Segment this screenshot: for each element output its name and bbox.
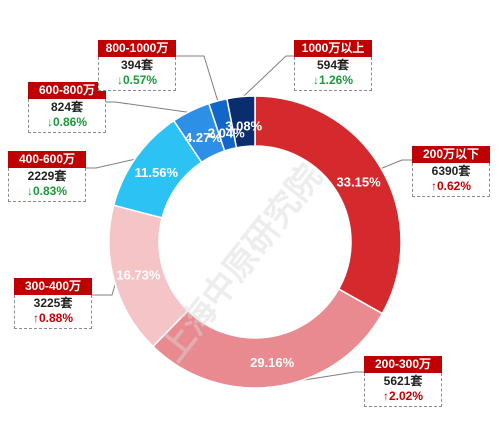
leader-line-200-below xyxy=(379,159,412,170)
callout-600-800: 600-800万 824套 ↓0.86% xyxy=(28,82,106,133)
callout-200-300: 200-300万 5621套 ↑2.02% xyxy=(364,356,442,407)
callout-body: 594套 ↓1.26% xyxy=(294,57,372,91)
leader-line-600-800 xyxy=(106,101,192,114)
callout-body: 6390套 ↑0.62% xyxy=(412,163,490,197)
callout-count: 6390套 xyxy=(431,164,471,178)
callout-range-label: 800-1000万 xyxy=(98,40,176,57)
callout-1000-plus: 1000万以上 594套 ↓1.26% xyxy=(294,40,372,91)
callout-300-400: 300-400万 3225套 ↑0.88% xyxy=(14,278,92,329)
leader-line-1000-plus xyxy=(240,55,294,100)
callout-800-1000: 800-1000万 394套 ↓0.57% xyxy=(98,40,176,91)
callout-range-label: 200-300万 xyxy=(364,356,442,373)
callout-count: 824套 xyxy=(50,100,84,114)
slice-label-800-1000: 2.04% xyxy=(208,126,245,141)
callout-range-label: 300-400万 xyxy=(14,278,92,295)
callout-body: 824套 ↓0.86% xyxy=(28,99,106,133)
callout-200-below: 200万以下 6390套 ↑0.62% xyxy=(412,146,490,197)
callout-range-label: 200万以下 xyxy=(412,146,490,163)
slice-percent-labels: 33.15% 29.16% 16.73% 11.56% 4.27%2.04%3.08% xyxy=(116,119,381,370)
slice-label-200-300: 29.16% xyxy=(250,355,295,370)
callout-body: 394套 ↓0.57% xyxy=(98,57,176,91)
callout-count: 3225套 xyxy=(33,296,73,310)
slice-label-1000-plus: 3.08% xyxy=(225,119,262,134)
callout-count: 2229套 xyxy=(27,169,67,183)
callout-change: ↑0.62% xyxy=(430,179,472,193)
callout-change: ↑0.88% xyxy=(32,311,74,325)
slice-1000-plus xyxy=(226,95,256,149)
callout-change: ↓1.26% xyxy=(312,73,354,87)
leader-line-800-1000 xyxy=(176,55,219,103)
callout-range-label: 400-600万 xyxy=(8,151,86,168)
slice-label-400-600: 11.56% xyxy=(135,165,179,180)
callout-body: 3225套 ↑0.88% xyxy=(14,295,92,329)
callout-body: 5621套 ↑2.02% xyxy=(364,373,442,407)
callout-change: ↓0.86% xyxy=(46,115,88,129)
callout-count: 394套 xyxy=(120,58,154,72)
slice-label-300-400: 16.73% xyxy=(116,267,161,282)
callout-count: 594套 xyxy=(316,58,350,72)
callout-change: ↓0.83% xyxy=(26,184,68,198)
donut-slices xyxy=(108,95,402,389)
callout-400-600: 400-600万 2229套 ↓0.83% xyxy=(8,151,86,202)
callout-range-label: 600-800万 xyxy=(28,82,106,99)
callout-body: 2229套 ↓0.83% xyxy=(8,168,86,202)
slice-label-600-800: 4.27% xyxy=(185,130,222,145)
slice-200-below xyxy=(254,95,402,315)
callout-change: ↑2.02% xyxy=(382,389,424,403)
callout-change: ↓0.57% xyxy=(116,73,158,87)
slice-200-300 xyxy=(151,288,384,389)
callout-range-label: 1000万以上 xyxy=(294,40,372,57)
slice-label-200-below: 33.15% xyxy=(337,174,382,189)
leader-line-300-400 xyxy=(92,280,117,296)
leader-line-400-600 xyxy=(86,158,138,169)
callout-count: 5621套 xyxy=(383,374,423,388)
